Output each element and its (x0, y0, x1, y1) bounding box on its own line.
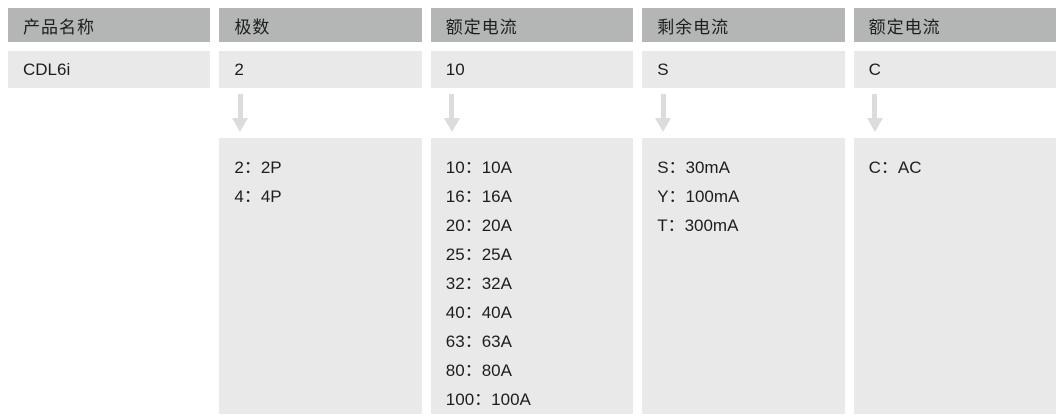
option-line: T：300mA (657, 216, 739, 235)
option-line: C：AC (868, 158, 922, 177)
option-line: 10：10A (445, 158, 512, 177)
column-header: 产品名称 (8, 8, 211, 42)
down-arrow-icon (655, 94, 672, 132)
option-line: 63：63A (445, 332, 512, 351)
product-model-value: CDL6i (8, 51, 211, 88)
current-type-options-panel: C：AC (853, 138, 1056, 414)
arrow-stem (449, 94, 455, 118)
option-line: 2：2P (234, 158, 282, 177)
option-line: 25：25A (445, 245, 512, 264)
option-line: S：30mA (657, 158, 730, 177)
arrow-stem (660, 94, 666, 118)
arrow-head (655, 118, 672, 132)
down-arrow-icon (232, 94, 249, 132)
arrow-head (866, 118, 883, 132)
option-line: 80：80A (445, 361, 512, 380)
residual-current-value: S (642, 51, 845, 88)
option-line: 100：100A (445, 390, 531, 409)
arrow-zone (642, 88, 844, 138)
poles-value: 2 (219, 51, 422, 88)
column-poles: 极数 2 2：2P 4：4P (219, 8, 422, 414)
column-residual-current: 剩余电流 S S：30mA Y：100mA T：300mA (642, 8, 845, 414)
column-header: 额定电流 (430, 8, 634, 42)
option-line: 16：16A (445, 187, 512, 206)
column-rated-current: 额定电流 10 10：10A 16：16A 20：20A 25：25A 32：3… (430, 8, 634, 414)
arrow-zone (219, 88, 421, 138)
poles-options-panel: 2：2P 4：4P (219, 138, 422, 414)
column-header: 极数 (219, 8, 422, 42)
rated-current-options-panel: 10：10A 16：16A 20：20A 25：25A 32：32A 40：40… (430, 138, 634, 414)
option-line: Y：100mA (657, 187, 740, 206)
arrow-head (443, 118, 460, 132)
arrow-head (232, 118, 249, 132)
arrow-stem (872, 94, 878, 118)
arrow-zone (431, 88, 633, 138)
option-line: 4：4P (234, 187, 282, 206)
current-type-value: C (853, 51, 1056, 88)
column-header: 剩余电流 (642, 8, 845, 42)
option-line: 40：40A (445, 303, 512, 322)
column-header: 额定电流 (853, 8, 1056, 42)
arrow-zone (854, 88, 1056, 138)
down-arrow-icon (443, 94, 460, 132)
column-product-name: 产品名称 CDL6i (8, 8, 211, 414)
rated-current-value: 10 (430, 51, 634, 88)
down-arrow-icon (866, 94, 883, 132)
residual-current-options-panel: S：30mA Y：100mA T：300mA (642, 138, 845, 414)
column-current-type: 额定电流 C C：AC (853, 8, 1056, 414)
option-line: 20：20A (445, 216, 512, 235)
arrow-stem (237, 94, 243, 118)
option-line: 32：32A (445, 274, 512, 293)
